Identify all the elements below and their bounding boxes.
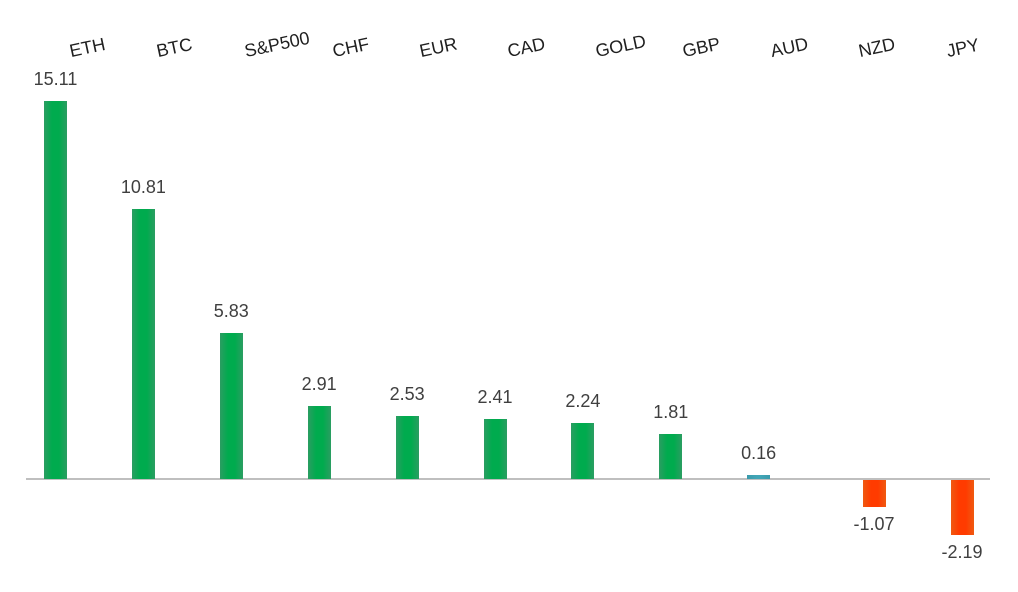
bar-btc <box>131 208 155 479</box>
category-label-chf: CHF <box>330 33 371 62</box>
x-axis-line <box>26 477 990 481</box>
category-label-gold: GOLD <box>593 30 648 62</box>
category-label-eth: ETH <box>67 33 107 62</box>
bar-s-p500 <box>219 332 243 479</box>
bar-gbp <box>659 433 683 479</box>
category-label-eur: EUR <box>417 33 460 62</box>
value-label-s-p500: 5.83 <box>213 300 249 321</box>
bar-nzd <box>862 480 886 507</box>
bar-jpy <box>950 480 974 535</box>
value-label-chf: 2.91 <box>301 373 337 394</box>
value-label-jpy: -2.19 <box>941 542 983 562</box>
bar-gold <box>571 422 595 479</box>
value-label-aud: 0.16 <box>741 442 777 463</box>
bar-aud <box>747 474 771 479</box>
value-label-eur: 2.53 <box>389 383 425 404</box>
value-label-gbp: 1.81 <box>653 401 689 422</box>
category-label-jpy: JPY <box>944 34 981 62</box>
bar-chf <box>307 405 331 479</box>
value-label-gold: 2.24 <box>565 390 601 411</box>
bar-eth <box>44 100 67 479</box>
category-label-s-p500: S&P500 <box>242 27 312 62</box>
value-label-eth: 15.11 <box>33 68 78 89</box>
category-label-gbp: GBP <box>681 33 723 62</box>
category-label-cad: CAD <box>505 33 547 62</box>
category-label-aud: AUD <box>768 33 811 62</box>
value-label-btc: 10.81 <box>120 176 166 197</box>
value-label-nzd: -1.07 <box>853 514 895 534</box>
value-label-cad: 2.41 <box>477 386 513 407</box>
bar-eur <box>395 415 419 479</box>
bar-cad <box>483 418 507 479</box>
category-label-nzd: NZD <box>856 33 897 62</box>
category-label-btc: BTC <box>154 33 195 62</box>
